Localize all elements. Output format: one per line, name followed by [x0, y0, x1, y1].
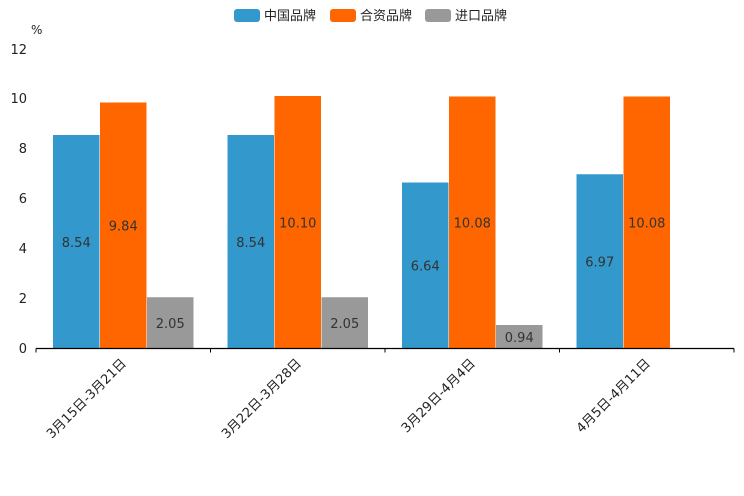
legend-item-imported-brand[interactable]: 进口品牌 — [425, 8, 507, 24]
data-label-joint-venture-brand: 10.10 — [279, 216, 316, 231]
legend-swatch-joint-venture-brand — [330, 9, 356, 22]
data-label-joint-venture-brand: 10.08 — [628, 217, 665, 232]
bar-china-brand[interactable] — [53, 135, 100, 349]
data-label-imported-brand: 2.05 — [330, 317, 359, 332]
bar-imported-brand[interactable] — [147, 297, 194, 349]
y-tick-label: 0 — [19, 342, 27, 357]
y-unit-label: % — [31, 23, 42, 37]
legend: 中国品牌 合资品牌 进口品牌 — [234, 8, 507, 24]
x-axis-categories: 3月15日-3月21日 3月22日-3月28日 3月29日-4月4日 4月5日-… — [44, 356, 654, 442]
y-tick-label: 12 — [10, 43, 27, 58]
bar-imported-brand[interactable] — [496, 325, 543, 349]
data-label-china-brand: 8.54 — [236, 236, 265, 251]
data-label-joint-venture-brand: 10.08 — [454, 217, 491, 232]
bar-joint-venture-brand[interactable] — [623, 96, 671, 349]
bar-china-brand[interactable] — [227, 135, 275, 349]
legend-item-joint-venture-brand[interactable]: 合资品牌 — [330, 8, 412, 24]
data-label-imported-brand: 0.94 — [505, 331, 534, 346]
data-label-joint-venture-brand: 9.84 — [109, 220, 138, 235]
x-category-label: 4月5日-4月11日 — [574, 356, 654, 436]
value-labels: 8.54 9.84 2.05 8.54 10.10 2.05 6.64 10.08 0.94 6.… — [62, 216, 666, 346]
legend-item-china-brand[interactable]: 中国品牌 — [234, 8, 316, 24]
y-tick-label: 4 — [19, 242, 27, 257]
x-category-label: 3月22日-3月28日 — [219, 356, 305, 442]
bar-imported-brand[interactable] — [321, 297, 369, 349]
bar-joint-venture-brand[interactable] — [449, 96, 496, 349]
bar-joint-venture-brand[interactable] — [100, 102, 147, 349]
legend-swatch-imported-brand — [425, 9, 451, 22]
data-label-china-brand: 8.54 — [62, 236, 91, 251]
bar-china-brand[interactable] — [576, 174, 624, 349]
data-label-imported-brand: 2.05 — [156, 317, 185, 332]
y-tick-label: 6 — [19, 192, 27, 207]
legend-label-imported-brand: 进口品牌 — [455, 8, 507, 24]
legend-swatch-china-brand — [234, 9, 260, 22]
data-label-china-brand: 6.64 — [411, 260, 440, 275]
bar-joint-venture-brand[interactable] — [274, 96, 322, 349]
y-tick-label: 8 — [19, 142, 27, 157]
bar-china-brand[interactable] — [402, 182, 449, 349]
y-tick-label: 10 — [10, 92, 27, 107]
x-axis-ticks — [35, 348, 735, 353]
bars — [53, 96, 670, 349]
y-axis-ticks: 0 2 4 6 8 10 12 — [10, 43, 27, 357]
legend-label-joint-venture-brand: 合资品牌 — [360, 8, 412, 24]
legend-label-china-brand: 中国品牌 — [264, 8, 316, 24]
y-tick-label: 2 — [19, 292, 27, 307]
x-category-label: 3月29日-4月4日 — [399, 356, 479, 436]
data-label-china-brand: 6.97 — [585, 255, 614, 270]
x-category-label: 3月15日-3月21日 — [44, 356, 130, 442]
